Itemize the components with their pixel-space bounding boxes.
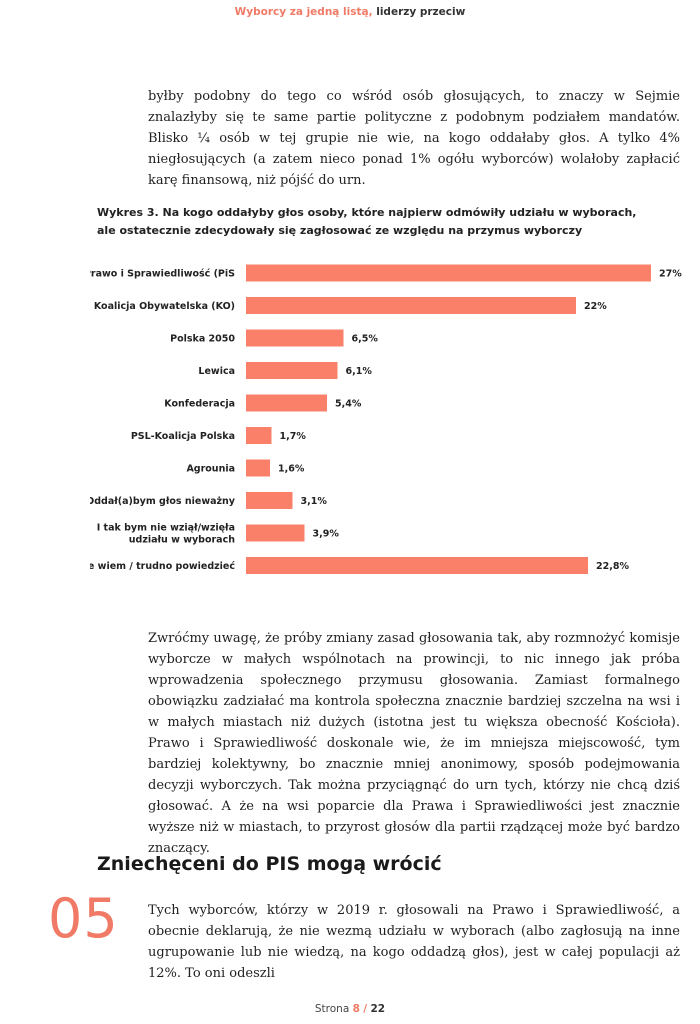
bar-3 xyxy=(246,362,338,379)
bar-9 xyxy=(246,557,588,574)
bar-4 xyxy=(246,394,327,412)
value-label-5: 1,7% xyxy=(280,431,307,442)
footer-page-number: 8 xyxy=(352,1003,360,1015)
category-label-4: Konfederacja xyxy=(164,399,235,410)
value-label-9: 22,8% xyxy=(596,561,629,572)
page-footer: Strona 8 / 22 xyxy=(0,1003,700,1015)
value-label-2: 6,5% xyxy=(352,334,379,345)
bar-6 xyxy=(246,459,270,477)
footer-label: Strona xyxy=(314,1003,350,1015)
category-label-3: Lewica xyxy=(198,366,235,377)
value-label-0: 27% xyxy=(659,269,682,280)
value-label-3: 6,1% xyxy=(346,366,373,377)
chart-title-line-2: ale ostatecznie zdecydowały się zagłosow… xyxy=(97,224,583,237)
value-label-4: 5,4% xyxy=(335,399,362,410)
bar-5 xyxy=(246,427,272,444)
category-label-0: Prawo i Sprawiedliwość (PiS xyxy=(90,269,235,280)
chart-title: Wykres 3. Na kogo oddałyby głos osoby, k… xyxy=(97,204,657,240)
value-label-7: 3,1% xyxy=(301,496,328,507)
section-title: Zniechęceni do PIS mogą wrócić xyxy=(97,853,442,875)
value-label-8: 3,9% xyxy=(313,529,340,540)
category-label-7: Oddał(a)bym głos nieważny xyxy=(90,496,236,507)
footer-total-pages: 22 xyxy=(370,1003,386,1015)
running-header: Wyborcy za jedną listą, liderzy przeciw xyxy=(0,6,700,18)
category-label-9: Nie wiem / trudno powiedzieć xyxy=(90,561,235,572)
bar-8 xyxy=(246,524,305,542)
body-paragraph-3: Tych wyborców, którzy w 2019 r. głosowal… xyxy=(148,903,680,981)
bar-2 xyxy=(246,329,344,347)
category-label-8: I tak bym nie wziął/wzięła udziału w wybo… xyxy=(97,523,236,546)
category-label-6: Agrounia xyxy=(186,464,235,475)
body-paragraph-1: byłby podobny do tego co wśród osób głos… xyxy=(148,89,680,188)
category-label-5: PSL-Koalicja Polska xyxy=(131,431,235,442)
value-label-1: 22% xyxy=(584,301,607,312)
chart-title-line-1: Wykres 3. Na kogo oddałyby głos osoby, k… xyxy=(97,206,637,219)
category-label-2: Polska 2050 xyxy=(170,334,235,345)
body-paragraph-2: Zwróćmy uwagę, że próby zmiany zasad gło… xyxy=(148,631,680,856)
header-accent-text: Wyborcy za jedną listą, xyxy=(234,6,373,18)
footer-separator: / xyxy=(363,1003,368,1015)
header-text: liderzy przeciw xyxy=(376,6,466,18)
value-label-6: 1,6% xyxy=(278,464,305,475)
section-number: 05 xyxy=(48,887,119,950)
category-label-1: Koalicja Obywatelska (KO) xyxy=(94,301,235,312)
bar-chart: Prawo i Sprawiedliwość (PiS 27% Koalicja O… xyxy=(90,264,682,574)
bar-0 xyxy=(246,264,651,282)
bar-7 xyxy=(246,492,293,509)
bar-1 xyxy=(246,297,576,314)
